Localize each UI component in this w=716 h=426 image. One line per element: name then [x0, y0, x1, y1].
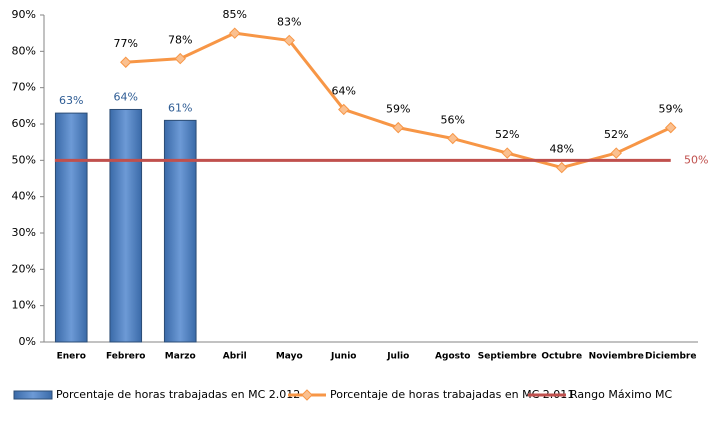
y-tick-label: 60%	[12, 117, 36, 130]
legend-marker	[301, 389, 313, 401]
x-tick-label: Noviembre	[589, 352, 644, 362]
marker	[610, 147, 622, 159]
data-label: 56%	[441, 114, 465, 127]
marker	[556, 161, 568, 174]
legend-label: Rango Máximo MC	[570, 388, 673, 401]
y-tick-label: 0%	[19, 335, 36, 348]
y-tick-label: 50%	[12, 153, 36, 166]
data-label: 61%	[168, 101, 192, 114]
data-label: 52%	[495, 128, 519, 141]
x-tick-label: Diciembre	[645, 352, 696, 362]
y-tick-label: 30%	[12, 226, 36, 239]
y-tick-label: 80%	[12, 44, 36, 57]
marker	[283, 34, 295, 47]
legend-label: Porcentaje de horas trabajadas en MC 2.0…	[330, 388, 574, 401]
y-tick-label: 20%	[12, 262, 36, 275]
x-tick-label: Enero	[57, 352, 86, 362]
data-label: 50%	[684, 153, 708, 166]
legend-label: Porcentaje de horas trabajadas en MC 2.0…	[56, 388, 300, 401]
y-tick-label: 70%	[12, 81, 36, 94]
x-tick-label: Abril	[223, 352, 247, 362]
line	[125, 31, 672, 170]
x-tick-label: Julio	[386, 352, 409, 362]
data-label: 63%	[59, 94, 83, 107]
marker	[338, 103, 350, 116]
marker	[501, 147, 513, 159]
bar	[163, 119, 197, 343]
y-tick-label: 10%	[12, 299, 36, 312]
x-tick-label: Mayo	[276, 352, 303, 362]
x-tick-label: Marzo	[165, 352, 196, 362]
marker	[120, 56, 132, 68]
data-label: 77%	[114, 37, 138, 50]
data-label: 64%	[332, 84, 356, 97]
marker	[447, 132, 459, 145]
marker	[174, 52, 186, 65]
data-label: 83%	[277, 15, 301, 28]
x-tick-label: Febrero	[106, 352, 146, 362]
data-label: 59%	[659, 103, 683, 116]
data-label: 78%	[168, 34, 192, 47]
data-label: 64%	[114, 90, 138, 103]
x-tick-label: Junio	[330, 352, 356, 362]
data-label: 85%	[223, 8, 247, 21]
marker	[392, 121, 404, 134]
data-label: 52%	[604, 128, 628, 141]
x-tick-label: Octubre	[541, 352, 582, 362]
x-tick-label: Agosto	[435, 352, 470, 362]
y-tick-label: 90%	[12, 8, 36, 21]
data-label: 48%	[550, 143, 574, 156]
y-tick-label: 40%	[12, 190, 36, 203]
legend-swatch	[13, 390, 53, 400]
marker	[665, 121, 677, 134]
bar	[109, 108, 143, 343]
data-label: 59%	[386, 103, 410, 116]
x-tick-label: Septiembre	[478, 352, 537, 362]
bar	[54, 112, 88, 343]
marker	[229, 27, 241, 39]
